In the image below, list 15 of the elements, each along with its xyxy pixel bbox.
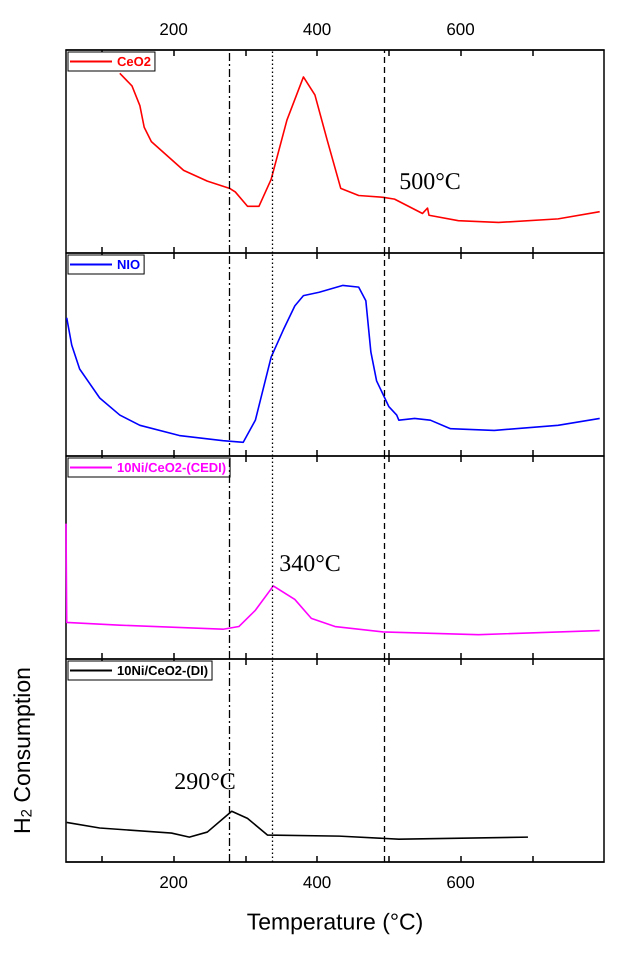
legend-label: CeO2 xyxy=(117,54,151,69)
x-tick-label: 200 xyxy=(159,873,188,892)
annotation: 500°C xyxy=(399,169,461,195)
x2-tick-label: 600 xyxy=(446,20,475,39)
legend-label: 10Ni/CeO2-(CEDI) xyxy=(117,460,226,475)
x-tick-label: 600 xyxy=(446,873,475,892)
annotation: 340°C xyxy=(279,551,341,577)
legend-label: 10Ni/CeO2-(DI) xyxy=(117,663,208,678)
x-axis-title: Temperature (°C) xyxy=(246,908,424,934)
x2-tick-label: 400 xyxy=(302,20,332,39)
text: 290°C xyxy=(174,769,236,795)
x2-tick-label: 200 xyxy=(159,20,188,39)
legend-label: NIO xyxy=(117,257,140,272)
y-axis-title: H2 Consumption xyxy=(9,667,36,834)
x-tick-label: 400 xyxy=(302,873,332,892)
